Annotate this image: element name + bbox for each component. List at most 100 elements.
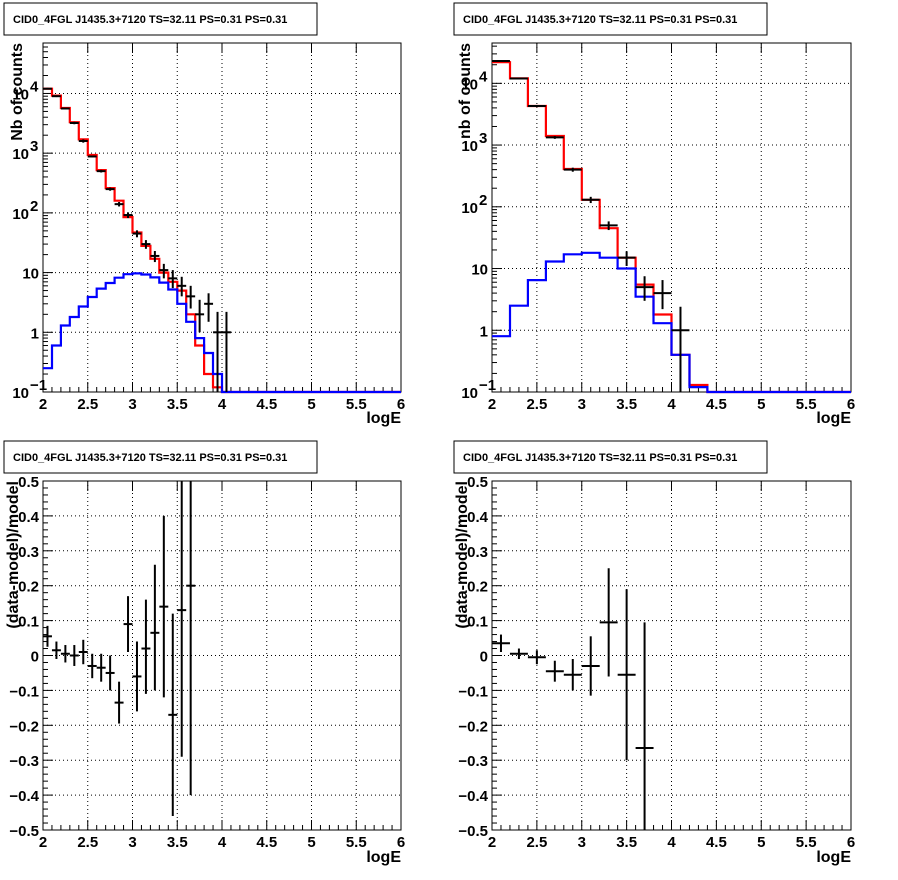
x-tick-label: 6 xyxy=(397,396,405,413)
x-tick-label: 5.5 xyxy=(346,396,367,413)
data-point xyxy=(492,59,510,62)
data-point xyxy=(527,104,546,107)
x-tick-label: 5.5 xyxy=(346,834,367,851)
x-tick-label: 3.5 xyxy=(616,396,637,413)
x-tick-label: 2.5 xyxy=(77,834,98,851)
data-point xyxy=(150,564,160,691)
y-tick-label: 10 xyxy=(471,262,488,279)
x-tick-label: 3.5 xyxy=(167,834,188,851)
y-tick-exponent: 4 xyxy=(30,78,39,95)
panel-title: CID0_4FGL J1435.3+7120 TS=32.11 PS=0.31 … xyxy=(13,14,287,26)
y-tick-label: 10 xyxy=(22,266,39,283)
x-tick-label: 4 xyxy=(667,396,676,413)
data-point xyxy=(60,107,70,110)
y-tick-label: 0 xyxy=(31,649,39,666)
y-tick-label: 0.5 xyxy=(467,474,488,491)
panel-residuals-right: CID0_4FGL J1435.3+7120 TS=32.11 PS=0.31 … xyxy=(453,440,855,866)
panel-counts-right: CID0_4FGL J1435.3+7120 TS=32.11 PS=0.31 … xyxy=(453,2,855,427)
y-tick-label: 0.5 xyxy=(18,474,39,491)
x-tick-label: 5.5 xyxy=(796,396,817,413)
data-point xyxy=(635,622,654,830)
y-tick-label: 0.1 xyxy=(467,614,488,631)
y-tick-label: 0.2 xyxy=(18,579,39,596)
x-tick-label: 3.5 xyxy=(616,834,637,851)
data-point xyxy=(186,285,196,309)
data-point xyxy=(132,230,142,238)
x-tick-label: 4.5 xyxy=(706,396,727,413)
data-point xyxy=(195,299,205,333)
y-axis-ticks: −0.5 −0.4 −0.3 −0.2 −0.1 0 0.1 0.2 0.3 0.4 0.5 xyxy=(458,474,502,840)
x-tick-label: 6 xyxy=(847,396,855,413)
x-axis-ticks: 2 2.5 3 3.5 4 4.5 5 5.5 6 xyxy=(39,43,405,413)
series-layer xyxy=(43,481,196,817)
x-tick-label: 2 xyxy=(488,396,496,413)
data-point xyxy=(141,240,151,249)
data-point xyxy=(168,613,178,817)
data-point xyxy=(599,568,618,677)
data-point xyxy=(51,641,61,659)
y-axis-title: Nb of counts xyxy=(9,43,26,141)
y-tick-label: 0.4 xyxy=(18,509,40,526)
data-point xyxy=(114,202,124,207)
y-tick-label: −0.2 xyxy=(458,718,488,735)
x-tick-label: 3.5 xyxy=(167,396,188,413)
gridlines xyxy=(492,481,851,830)
data-point xyxy=(177,276,187,297)
x-tick-label: 5 xyxy=(307,834,315,851)
x-tick-label: 4.5 xyxy=(256,834,277,851)
panel-title-box xyxy=(453,440,768,474)
y-tick-label: 1 xyxy=(480,323,488,340)
y-tick-label: −0.1 xyxy=(458,683,488,700)
data-point xyxy=(545,136,564,139)
data-point xyxy=(509,648,528,659)
data-point xyxy=(96,653,106,682)
y-tick-label: −0.5 xyxy=(9,823,39,840)
y-axis-title: (data-model)/model xyxy=(5,481,22,629)
x-tick-label: 4 xyxy=(667,834,676,851)
data-point xyxy=(617,589,636,761)
x-tick-label: 4.5 xyxy=(256,396,277,413)
x-axis-ticks: 2 2.5 3 3.5 4 4.5 5 5.5 6 xyxy=(488,481,855,851)
y-tick-exponent: 3 xyxy=(479,130,487,147)
y-tick-label: −0.4 xyxy=(9,788,39,805)
x-axis-title: logE xyxy=(366,410,401,427)
x-tick-label: 2 xyxy=(39,834,47,851)
data-point xyxy=(114,681,124,724)
data-point xyxy=(563,167,582,172)
y-tick-label: 0.3 xyxy=(18,544,39,561)
x-axis-title: logE xyxy=(816,849,851,866)
panel-title-box xyxy=(3,440,318,474)
panel-title: CID0_4FGL J1435.3+7120 TS=32.11 PS=0.31 … xyxy=(13,452,287,464)
x-axis-ticks: 2 2.5 3 3.5 4 4.5 5 5.5 6 xyxy=(39,481,405,851)
data-point xyxy=(563,658,582,691)
series-layer xyxy=(492,59,851,394)
data-point xyxy=(527,650,546,665)
data-point xyxy=(78,139,88,143)
y-tick-label: 0.1 xyxy=(18,614,39,631)
y-tick-label: 10 xyxy=(12,206,29,223)
data-point xyxy=(43,87,52,90)
x-tick-label: 2.5 xyxy=(526,834,547,851)
x-tick-label: 5 xyxy=(307,396,315,413)
y-tick-label: 10 xyxy=(461,200,478,217)
y-tick-exponent: −1 xyxy=(30,377,47,394)
y-tick-label: 10 xyxy=(461,76,478,93)
x-tick-label: 2.5 xyxy=(526,396,547,413)
y-axis-ticks: −0.5 −0.4 −0.3 −0.2 −0.1 0 0.1 0.2 0.3 0.4 0.5 xyxy=(9,474,53,840)
data-point xyxy=(581,636,600,696)
y-tick-label: −0.1 xyxy=(9,683,39,700)
x-tick-label: 5 xyxy=(757,396,765,413)
y-axis-title: nb of counts xyxy=(457,43,474,139)
x-tick-label: 2 xyxy=(488,834,496,851)
y-tick-label: 10 xyxy=(12,385,29,402)
panel-title: CID0_4FGL J1435.3+7120 TS=32.11 PS=0.31 … xyxy=(463,452,737,464)
y-tick-label: −0.4 xyxy=(458,788,488,805)
y-tick-label: 0 xyxy=(480,649,488,666)
data-point xyxy=(168,270,178,289)
data-point xyxy=(545,660,564,682)
histogram-series-0 xyxy=(43,87,401,394)
x-tick-label: 4 xyxy=(218,396,227,413)
panel-title: CID0_4FGL J1435.3+7120 TS=32.11 PS=0.31 … xyxy=(463,14,737,26)
data-point xyxy=(509,77,528,80)
